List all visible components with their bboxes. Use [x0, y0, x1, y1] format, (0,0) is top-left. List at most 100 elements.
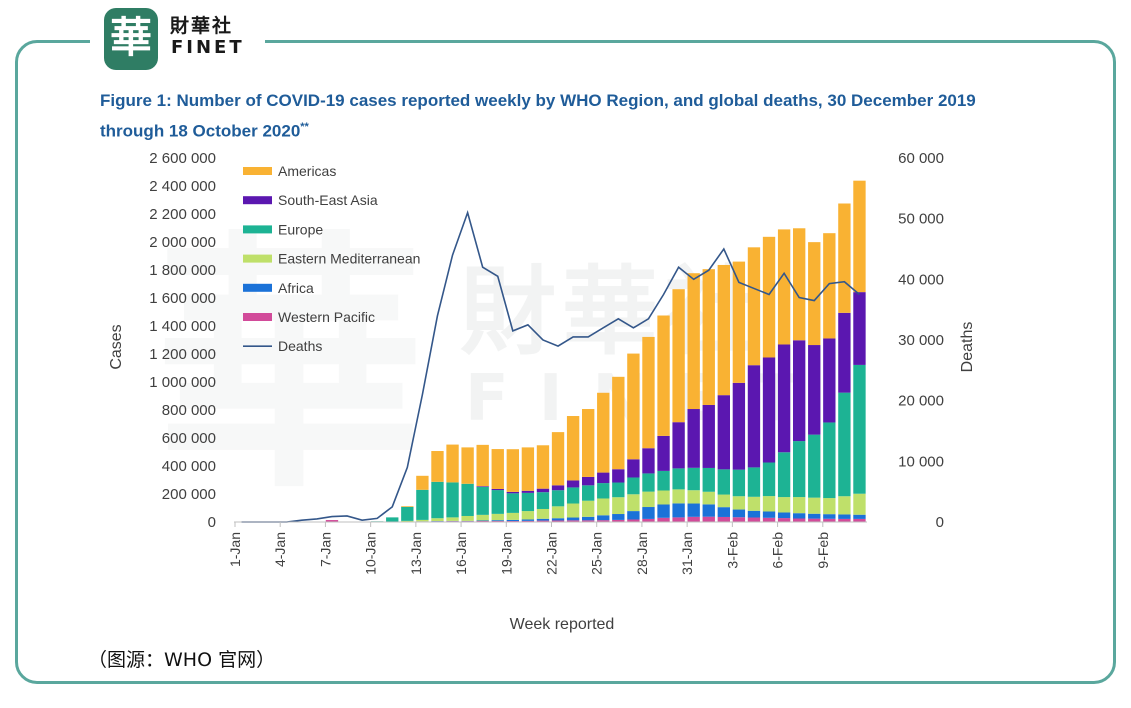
- legend-label-south-east-asia: South-East Asia: [278, 192, 378, 208]
- bar-eastern-mediterranean-week-36: [762, 496, 776, 512]
- bar-americas-week-38: [793, 228, 806, 341]
- source-note: （图源：WHO 官网）: [88, 649, 276, 671]
- bar-europe-week-15: [446, 482, 459, 518]
- bar-africa-week-28: [642, 507, 655, 519]
- bar-africa-week-29: [657, 504, 670, 518]
- x-tick-label: 28-Jan: [634, 532, 650, 575]
- legend-swatch-western-pacific: [243, 313, 272, 321]
- bar-western-pacific-week-36: [762, 517, 776, 522]
- bar-western-pacific-week-34: [732, 517, 746, 522]
- bar-south-east-asia-week-21: [536, 488, 550, 493]
- x-tick-label: 19-Jan: [498, 532, 514, 575]
- bar-europe-week-42: [853, 364, 866, 494]
- bar-western-pacific-week-7: [325, 520, 339, 522]
- bar-americas-week-24: [582, 409, 595, 477]
- figure-title: Figure 1: Number of COVID-19 cases repor…: [100, 87, 1040, 145]
- bar-south-east-asia-week-35: [747, 365, 761, 468]
- x-tick-label: 7-Jan: [317, 532, 333, 567]
- legend-swatch-africa: [243, 283, 272, 292]
- bar-south-east-asia-week-36: [762, 357, 776, 463]
- bar-eastern-mediterranean-week-16: [461, 515, 474, 521]
- bar-americas-week-33: [717, 264, 730, 396]
- bar-south-east-asia-week-25: [597, 472, 610, 484]
- x-tick-label: 25-Jan: [589, 532, 605, 575]
- bar-africa-week-33: [717, 507, 730, 517]
- bar-eastern-mediterranean-week-17: [476, 514, 489, 521]
- bar-americas-week-13: [416, 475, 429, 490]
- bar-western-pacific-week-30: [672, 517, 685, 522]
- bar-europe-week-34: [732, 469, 746, 497]
- x-tick-label: 9-Feb: [815, 532, 831, 569]
- bar-eastern-mediterranean-week-19: [506, 512, 519, 520]
- bar-americas-week-19: [506, 449, 519, 492]
- bar-africa-week-17: [476, 520, 489, 522]
- bar-eastern-mediterranean-week-18: [491, 513, 504, 521]
- bar-western-pacific-week-29: [657, 517, 670, 522]
- y2-tick-label: 20 000: [898, 393, 944, 410]
- legend-label-africa: Africa: [278, 280, 314, 296]
- bar-eastern-mediterranean-week-30: [672, 489, 685, 504]
- bar-africa-week-22: [551, 518, 565, 521]
- bar-eastern-mediterranean-week-13: [416, 519, 429, 522]
- bar-europe-week-37: [777, 452, 791, 498]
- bar-western-pacific-week-42: [853, 518, 866, 522]
- bar-americas-week-36: [762, 236, 776, 358]
- legend-label-western-pacific: Western Pacific: [278, 309, 375, 325]
- y2-tick-label: 0: [936, 514, 944, 531]
- bar-africa-week-39: [808, 513, 821, 519]
- bar-europe-week-28: [642, 473, 655, 492]
- bar-south-east-asia-week-26: [612, 469, 625, 483]
- x-tick-label: 1-Jan: [227, 532, 243, 567]
- bar-europe-week-11: [386, 517, 399, 522]
- bar-western-pacific-week-37: [777, 518, 791, 522]
- legend-swatch-eastern-mediterranean: [243, 254, 272, 263]
- bar-americas-week-31: [687, 273, 700, 410]
- bar-africa-week-24: [582, 516, 595, 521]
- bar-africa-week-40: [823, 514, 836, 519]
- bar-eastern-mediterranean-week-42: [853, 493, 866, 515]
- bar-europe-week-12: [401, 506, 414, 521]
- bar-south-east-asia-week-20: [521, 490, 535, 493]
- y2-tick-label: 30 000: [898, 332, 944, 349]
- bar-americas-week-40: [823, 233, 836, 339]
- figure-title-text: Figure 1: Number of COVID-19 cases repor…: [100, 91, 976, 141]
- x-tick-label: 3-Feb: [724, 532, 740, 569]
- bar-western-pacific-week-31: [687, 516, 700, 522]
- bar-africa-week-30: [672, 503, 685, 518]
- bar-americas-week-14: [431, 451, 444, 482]
- bar-eastern-mediterranean-week-12: [401, 520, 414, 522]
- y-tick-label: 1 800 000: [149, 262, 216, 279]
- bar-south-east-asia-week-29: [657, 435, 670, 471]
- x-tick-label: 6-Feb: [770, 532, 786, 569]
- x-tick-label: 4-Jan: [272, 532, 288, 567]
- bar-western-pacific-week-24: [582, 520, 595, 522]
- bar-western-pacific-week-27: [627, 519, 640, 522]
- bar-south-east-asia-week-37: [777, 344, 791, 453]
- bar-eastern-mediterranean-week-28: [642, 491, 655, 508]
- bar-europe-week-16: [461, 483, 474, 516]
- legend-swatch-europe: [243, 225, 272, 234]
- bar-africa-week-35: [747, 510, 761, 518]
- bar-africa-week-27: [627, 511, 640, 520]
- bar-europe-week-25: [597, 483, 610, 499]
- bar-western-pacific-week-38: [793, 518, 806, 522]
- bar-europe-week-27: [627, 477, 640, 495]
- bar-western-pacific-week-41: [838, 518, 851, 522]
- bar-africa-week-38: [793, 513, 806, 519]
- bar-africa-week-21: [536, 518, 550, 521]
- bar-europe-week-31: [687, 467, 700, 491]
- bar-south-east-asia-week-17: [476, 486, 489, 487]
- bar-eastern-mediterranean-week-37: [777, 497, 791, 513]
- bar-south-east-asia-week-39: [808, 345, 821, 435]
- brand-name-cn: 財華社: [170, 15, 234, 37]
- bar-europe-week-40: [823, 422, 836, 499]
- bar-europe-week-17: [476, 486, 489, 515]
- bar-south-east-asia-week-30: [672, 422, 685, 469]
- bar-south-east-asia-week-18: [491, 488, 504, 491]
- bar-europe-week-38: [793, 441, 806, 498]
- y-tick-label: 1 400 000: [149, 318, 216, 335]
- bar-americas-week-37: [777, 229, 791, 345]
- bar-western-pacific-week-35: [747, 517, 761, 522]
- bar-western-pacific-week-20: [521, 520, 535, 522]
- bar-americas-week-25: [597, 392, 610, 473]
